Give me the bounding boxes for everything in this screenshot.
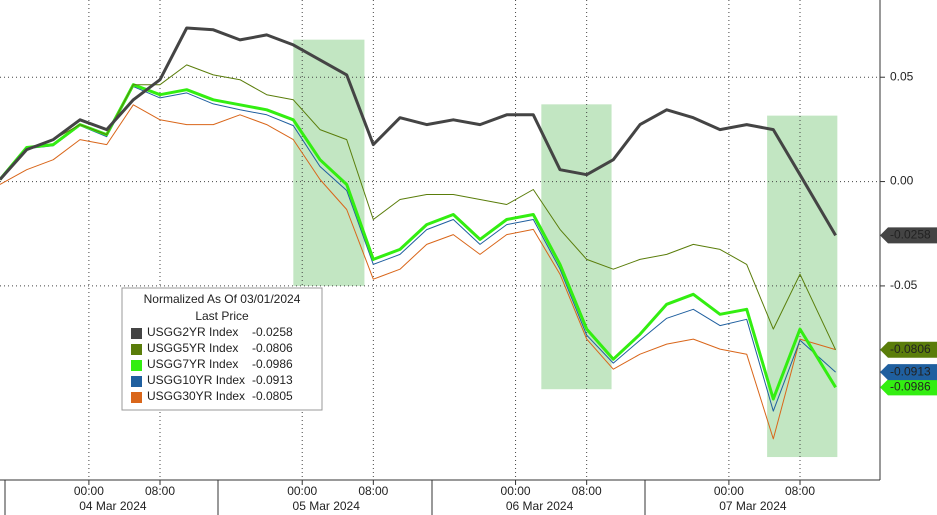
- x-date-label: 07 Mar 2024: [719, 499, 787, 513]
- x-tick-label: 00:00: [501, 484, 531, 498]
- series-line: [0, 86, 836, 412]
- legend-swatch: [131, 360, 142, 371]
- y-tick-label: 0.00: [890, 174, 914, 188]
- series-line: [0, 64, 837, 351]
- legend-box: [121, 287, 323, 411]
- price-tag-label: -0.0258: [890, 228, 931, 242]
- x-tick-label: 08:00: [785, 484, 815, 498]
- legend-value: -0.0806: [252, 341, 293, 355]
- legend-label: USGG10YR Index: [147, 373, 245, 387]
- x-date-label: 06 Mar 2024: [506, 499, 574, 513]
- legend: Normalized As Of 03/01/2024 Last Price USG…: [121, 287, 323, 411]
- day-separators: [4, 480, 646, 515]
- legend-value: -0.0258: [252, 325, 293, 339]
- series-line: [0, 83, 837, 401]
- price-tag-label: -0.0913: [890, 364, 931, 378]
- x-tick-label: 08:00: [358, 484, 388, 498]
- legend-title: Normalized As Of 03/01/2024: [144, 292, 301, 306]
- legend-value: -0.0805: [252, 389, 293, 403]
- price-tag: [880, 227, 937, 244]
- legend-value: -0.0913: [252, 373, 293, 387]
- legend-swatch: [131, 392, 142, 403]
- legend-swatch: [131, 344, 142, 355]
- legend-subtitle: Last Price: [195, 309, 249, 323]
- y-tick-label: 0.05: [890, 69, 914, 83]
- highlight-region: [767, 115, 838, 458]
- x-tick-label: 00:00: [714, 484, 744, 498]
- x-tick-label: 00:00: [287, 484, 317, 498]
- legend-label: USGG5YR Index: [147, 341, 238, 355]
- x-tick-label: 00:00: [74, 484, 104, 498]
- highlight-region: [293, 39, 365, 286]
- price-tag-label: -0.0986: [890, 380, 931, 394]
- y-tick-label: -0.05: [890, 278, 918, 292]
- legend-label: USGG30YR Index: [147, 389, 245, 403]
- series-line: [0, 26, 837, 237]
- price-tag: [880, 341, 937, 358]
- legend-label: USGG2YR Index: [147, 325, 238, 339]
- series-line: [0, 104, 836, 440]
- price-tag: [880, 379, 937, 396]
- legend-swatch: [131, 328, 142, 339]
- x-date-label: 04 Mar 2024: [79, 499, 147, 513]
- price-tag: [880, 364, 937, 381]
- x-tick-label: 08:00: [145, 484, 175, 498]
- x-tick-label: 08:00: [572, 484, 602, 498]
- legend-label: USGG7YR Index: [147, 357, 238, 371]
- price-tag-label: -0.0806: [890, 342, 931, 356]
- x-date-label: 05 Mar 2024: [293, 499, 361, 513]
- legend-value: -0.0986: [252, 357, 293, 371]
- legend-swatch: [131, 376, 142, 387]
